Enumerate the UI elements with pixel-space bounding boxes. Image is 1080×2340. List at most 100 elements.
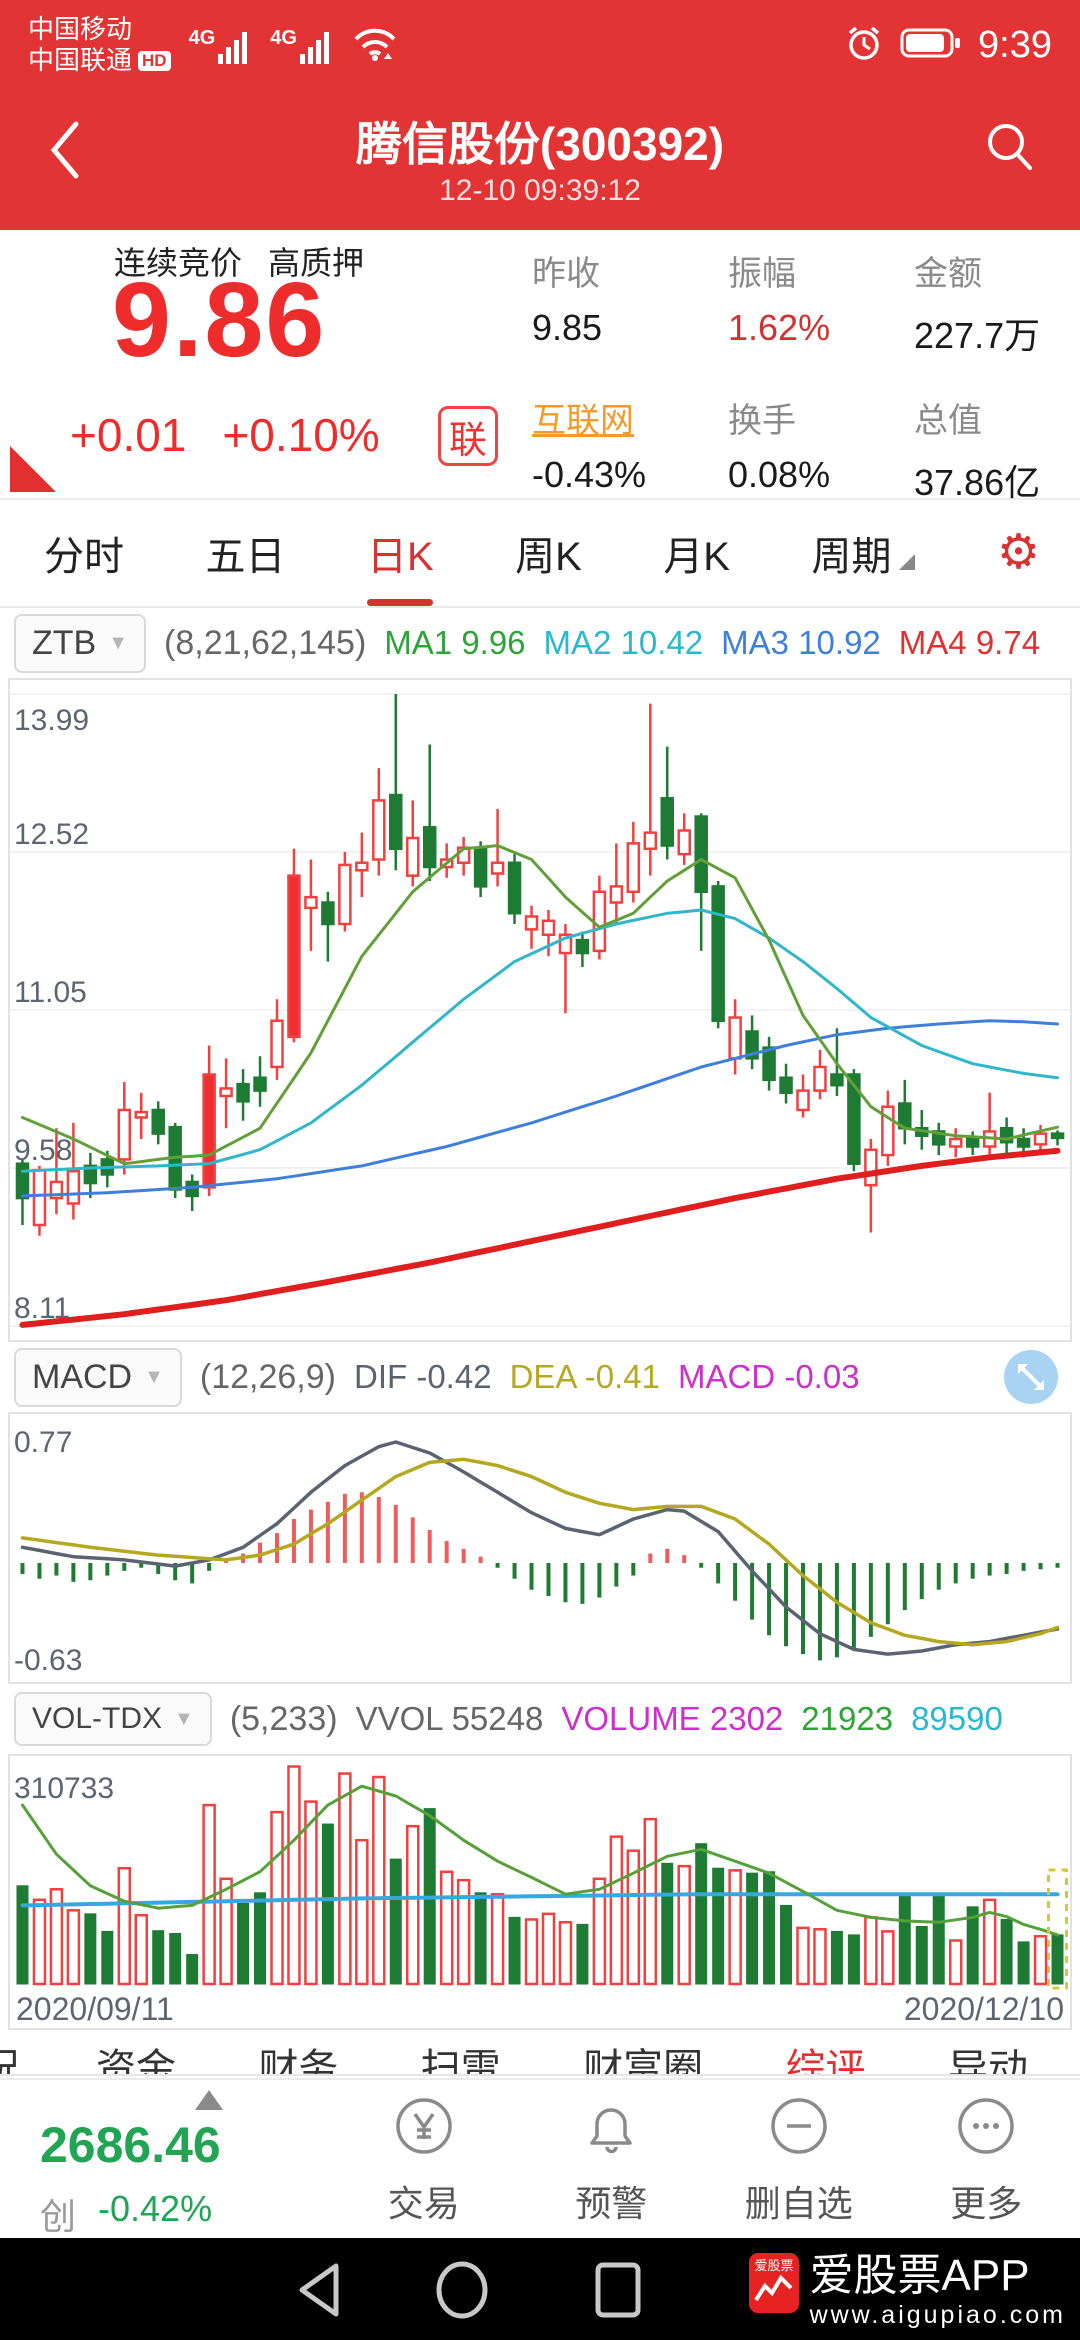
macd-legend: MACD ▼ (12,26,9) DIF -0.42 DEA -0.41 MACD…	[0, 1342, 1080, 1412]
partial-tab-glyph: 况	[0, 2036, 20, 2074]
vvol-value: VVOL 55248	[355, 1700, 544, 1737]
volume-legend: VOL-TDX ▼ (5,233) VVOL 55248 VOLUME 2302 …	[0, 1684, 1080, 1754]
bell-icon	[577, 2092, 645, 2165]
macd-value: MACD -0.03	[678, 1358, 860, 1395]
svg-text:2020/12/10: 2020/12/10	[904, 1991, 1064, 2027]
remove-watchlist-button[interactable]: 删自选	[705, 2080, 893, 2238]
indicator-selector[interactable]: ZTB ▼	[14, 613, 147, 673]
header: 腾信股份(300392) 12-10 09:39:12	[0, 90, 1080, 230]
watermark-url: www.aigupiao.com	[809, 2301, 1066, 2329]
back-button[interactable]	[46, 118, 82, 187]
indicator-params: (8,21,62,145)	[164, 623, 367, 662]
svg-text:9.58: 9.58	[14, 1134, 72, 1167]
volume-chart[interactable]: 310733 2020/09/11 2020/12/10	[8, 1754, 1072, 2035]
quote-timestamp: 12-10 09:39:12	[439, 174, 641, 207]
nav-back-icon[interactable]	[292, 2260, 348, 2325]
nav-recents-icon[interactable]	[590, 2260, 646, 2325]
ma2-value: MA2 10.42	[543, 624, 704, 661]
session-status: 连续竞价 高质押	[114, 245, 365, 281]
battery-icon	[900, 26, 962, 65]
vol-ma1-value: 21923	[801, 1700, 894, 1737]
stat-amplitude: 振幅 1.62%	[728, 255, 831, 348]
tab-monthly-k[interactable]: 月K	[663, 535, 730, 579]
expand-fullscreen-button[interactable]	[1000, 1346, 1062, 1413]
quote-panel: 连续竞价 高质押 9.86 +0.01 +0.10% 联 昨收 9.85 振幅 1.62…	[0, 230, 1080, 503]
tab-period[interactable]: 周期	[811, 500, 916, 606]
ma3-value: MA3 10.92	[721, 624, 881, 661]
alarm-icon	[844, 23, 884, 68]
bottom-bar: 2686.46 创 -0.42% 交易 预警	[0, 2078, 1080, 2238]
tab-daily-k[interactable]: 日K	[367, 500, 434, 606]
svg-text:8.11: 8.11	[14, 1292, 70, 1325]
index-name: 创	[40, 2196, 77, 2237]
dea-value: DEA -0.41	[509, 1358, 660, 1395]
lian-badge[interactable]: 联	[438, 406, 498, 466]
svg-text:0.77: 0.77	[14, 1426, 72, 1459]
dif-value: DIF -0.42	[354, 1358, 492, 1395]
carrier-line1: 中国移动	[28, 14, 133, 44]
tab-risk-scan[interactable]: 扫雷	[420, 2047, 501, 2076]
tab-movement[interactable]: 异动	[947, 2047, 1028, 2076]
nav-home-icon[interactable]	[432, 2260, 492, 2325]
minus-circle-icon	[765, 2092, 833, 2165]
index-change: -0.42%	[98, 2188, 213, 2229]
watermark-title: 爱股票APP	[809, 2251, 1030, 2300]
tab-weekly-k[interactable]: 周K	[515, 535, 582, 579]
ellipsis-circle-icon	[952, 2092, 1020, 2165]
macd-params: (12,26,9)	[199, 1357, 336, 1396]
alert-button[interactable]: 预警	[518, 2080, 706, 2238]
vol-selector[interactable]: VOL-TDX ▼	[14, 1692, 212, 1746]
trade-button[interactable]: 交易	[330, 2080, 518, 2238]
svg-text:11.05: 11.05	[14, 976, 87, 1009]
expand-up-icon	[195, 2090, 223, 2110]
kline-chart[interactable]: 13.99 12.52 11.05 9.58 8.11	[8, 678, 1072, 1347]
android-nav-bar: 爱股票 爱股票APP www.aigupiao.com	[0, 2238, 1080, 2340]
stat-turnover-amount: 金额 227.7万	[914, 255, 1041, 356]
ma1-value: MA1 9.96	[384, 624, 526, 661]
signal-icon: 4G	[189, 27, 253, 64]
chevron-down-icon: ▼	[174, 1707, 194, 1730]
macd-selector[interactable]: MACD ▼	[14, 1347, 182, 1407]
stat-market-cap: 总值 37.86亿	[914, 402, 1041, 503]
vol-ma2-value: 89590	[911, 1700, 1003, 1737]
ma4-value: MA4 9.74	[898, 624, 1041, 661]
price-change: +0.01 +0.10%	[70, 409, 380, 461]
quote-stats: 昨收 9.85 振幅 1.62% 金额 227.7万 互联网 -0.43% 换手 0.08…	[532, 246, 1068, 506]
index-value: 2686.46	[40, 2117, 221, 2173]
svg-text:310733: 310733	[14, 1772, 114, 1805]
tab-funds[interactable]: 资金	[96, 2047, 176, 2076]
tab-five-day[interactable]: 五日	[205, 535, 286, 579]
kline-legend: ZTB ▼ (8,21,62,145) MA1 9.96 MA2 10.42 MA…	[0, 608, 1080, 678]
svg-text:12.52: 12.52	[14, 818, 89, 851]
tab-wealth-circle[interactable]: 财富圈	[583, 2047, 704, 2076]
tab-minute[interactable]: 分时	[44, 535, 124, 579]
hd-badge: HD	[138, 50, 171, 71]
more-button[interactable]: 更多	[893, 2080, 1080, 2238]
yuan-circle-icon	[390, 2092, 458, 2165]
gear-icon[interactable]: ⚙	[996, 526, 1040, 579]
index-summary[interactable]: 2686.46 创 -0.42%	[0, 2080, 330, 2238]
vol-params: (5,233)	[229, 1699, 338, 1738]
signal-icon: 4G	[270, 27, 334, 64]
stat-sector-link: 互联网 -0.43%	[532, 402, 647, 495]
page-title: 腾信股份(300392)	[355, 118, 725, 170]
chevron-down-icon: ▼	[108, 631, 129, 654]
current-price: 9.86	[112, 261, 327, 379]
app-watermark: 爱股票 爱股票APP www.aigupiao.com	[748, 2252, 1066, 2330]
status-bar: 中国移动 中国联通 HD 4G 4G	[0, 0, 1080, 90]
svg-text:-0.63: -0.63	[14, 1644, 82, 1677]
carrier-line2: 中国联通	[28, 45, 133, 75]
detail-tabs-row: 况 资金 财务 扫雷 财富圈 综评 异动	[0, 2030, 1080, 2076]
tab-financials[interactable]: 财务	[258, 2047, 339, 2076]
aigupiao-logo-icon: 爱股票	[748, 2252, 800, 2319]
stat-prev-close: 昨收 9.85	[532, 255, 603, 348]
dropdown-corner-icon	[899, 554, 916, 570]
period-tabs: 分时 五日 日K 周K 月K 周期 ⚙	[0, 500, 1080, 608]
chevron-down-icon: ▼	[144, 1365, 164, 1388]
macd-chart[interactable]: 0.77 -0.63	[8, 1412, 1072, 1689]
clock-time: 9:39	[978, 23, 1052, 66]
stat-turnover-rate: 换手 0.08%	[728, 402, 831, 495]
search-icon[interactable]	[982, 118, 1038, 179]
tab-rating[interactable]: 综评	[785, 2047, 866, 2076]
